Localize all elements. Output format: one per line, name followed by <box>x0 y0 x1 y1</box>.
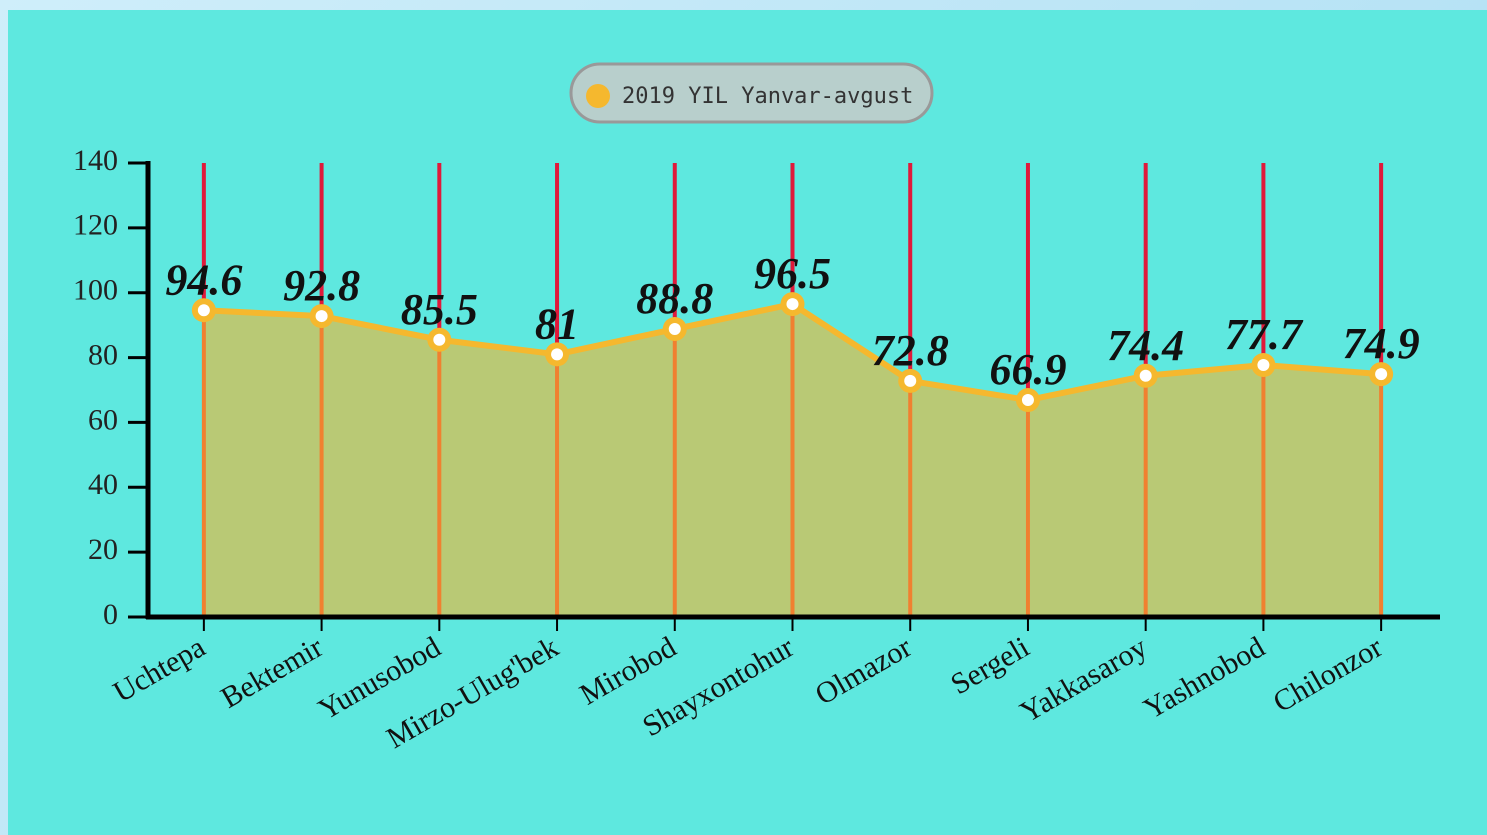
point-center <box>786 298 799 311</box>
y-tick-label: 0 <box>103 598 118 631</box>
data-label: 85.5 <box>401 285 478 334</box>
data-label: 74.9 <box>1343 319 1420 368</box>
data-label: 77.7 <box>1225 310 1304 359</box>
point-center <box>904 374 917 387</box>
point-center <box>197 304 210 317</box>
data-label: 92.8 <box>283 261 360 310</box>
point-center <box>1257 359 1270 372</box>
legend-label[interactable]: 2019 YIL Yanvar-avgust <box>622 84 913 109</box>
data-label: 96.5 <box>754 249 831 298</box>
point-center <box>1375 368 1388 381</box>
legend-swatch[interactable] <box>586 84 610 108</box>
y-tick-label: 40 <box>88 468 118 501</box>
y-tick-label: 60 <box>88 403 118 436</box>
legend-box[interactable] <box>569 62 934 124</box>
data-label: 88.8 <box>636 274 713 323</box>
point-center <box>433 333 446 346</box>
data-label: 72.8 <box>872 326 949 375</box>
point-center <box>668 323 681 336</box>
point-center <box>1021 394 1034 407</box>
data-label: 74.4 <box>1107 321 1184 370</box>
data-label: 94.6 <box>165 255 242 304</box>
y-tick-label: 100 <box>73 274 118 307</box>
y-tick-label: 80 <box>88 338 118 371</box>
data-label: 66.9 <box>989 345 1066 394</box>
y-tick-label: 120 <box>73 209 118 242</box>
point-center <box>551 348 564 361</box>
y-tick-label: 20 <box>88 533 118 566</box>
point-center <box>315 310 328 323</box>
point-center <box>1139 369 1152 382</box>
data-label: 81 <box>535 299 579 348</box>
y-tick-label: 140 <box>73 144 118 177</box>
